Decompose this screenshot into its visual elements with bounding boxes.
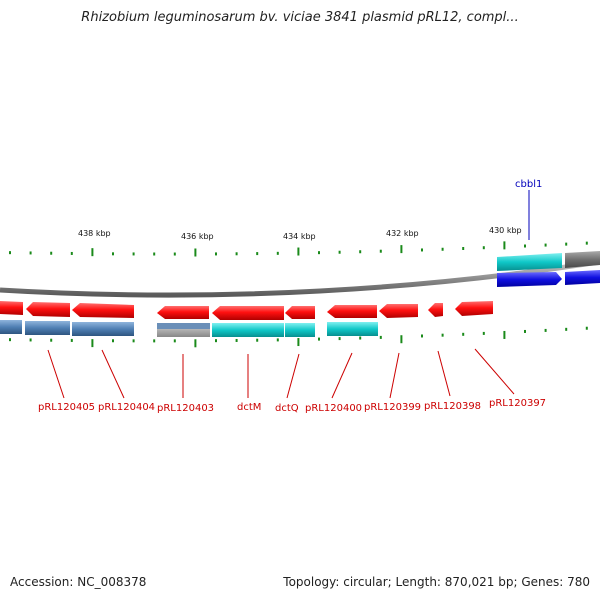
gene-arrow-dctM[interactable] [212,306,284,320]
accession-text: Accession: NC_008378 [10,575,147,589]
gene-arrow-pRL120404[interactable] [72,303,134,318]
gene-arrow-dctQ[interactable] [285,306,315,319]
kbp-label-430: 430 kbp [489,226,522,235]
gene-arrow-pRL120399[interactable] [379,304,418,318]
kbp-label-434: 434 kbp [283,232,316,241]
gene-label-dctQ: dctQ [275,403,299,414]
gene-labels: pRL120405 pRL120404 pRL120403 dctM dctQ … [38,179,546,414]
gene-label-pRL120399: pRL120399 [364,402,421,413]
gene-label-pRL120405: pRL120405 [38,402,95,413]
reverse-strand-genes[interactable] [0,301,493,320]
gene-upstream-grey[interactable] [565,251,600,268]
kbp-label-432: 432 kbp [386,229,419,238]
gene-cbbl1[interactable] [497,253,562,271]
cat-box-1 [0,320,22,334]
gene-blue-2[interactable] [565,270,600,285]
cat-box-6 [285,323,315,337]
category-boxes [0,320,378,337]
gene-label-pRL120403: pRL120403 [157,403,214,414]
cat-box-7 [327,322,378,336]
gene-arrow-pRL120403[interactable] [157,306,209,319]
gene-label-pRL120400: pRL120400 [305,403,362,414]
gene-label-pRL120404: pRL120404 [98,402,155,413]
gene-blue-1[interactable] [497,272,562,287]
cat-box-2 [25,321,70,335]
label-leader-lines [47,190,530,399]
kbp-label-438: 438 kbp [78,229,111,238]
forward-strand-features[interactable] [497,251,600,287]
scale-ticks [9,241,588,348]
gene-arrow-left-edge[interactable] [0,301,23,315]
gene-arrow-pRL120400[interactable] [327,305,377,318]
map-title: Rhizobium leguminosarum bv. viciae 3841 … [81,10,519,25]
cat-box-5 [212,323,284,337]
gene-label-cbbl1: cbbl1 [515,179,542,190]
kbp-labels: 438 kbp 436 kbp 434 kbp 432 kbp 430 kbp [78,226,522,241]
cat-box-3 [72,322,134,336]
genome-summary-text: Topology: circular; Length: 870,021 bp; … [283,575,590,589]
gene-label-pRL120397: pRL120397 [489,398,546,409]
gene-arrow-pRL120398[interactable] [428,303,443,317]
gene-arrow-pRL120397[interactable] [455,301,493,316]
gene-label-pRL120398: pRL120398 [424,401,481,412]
gene-label-dctM: dctM [237,402,261,413]
gene-arrow-pRL120405[interactable] [26,302,70,317]
cat-box-4b [157,323,210,329]
kbp-label-436: 436 kbp [181,232,214,241]
